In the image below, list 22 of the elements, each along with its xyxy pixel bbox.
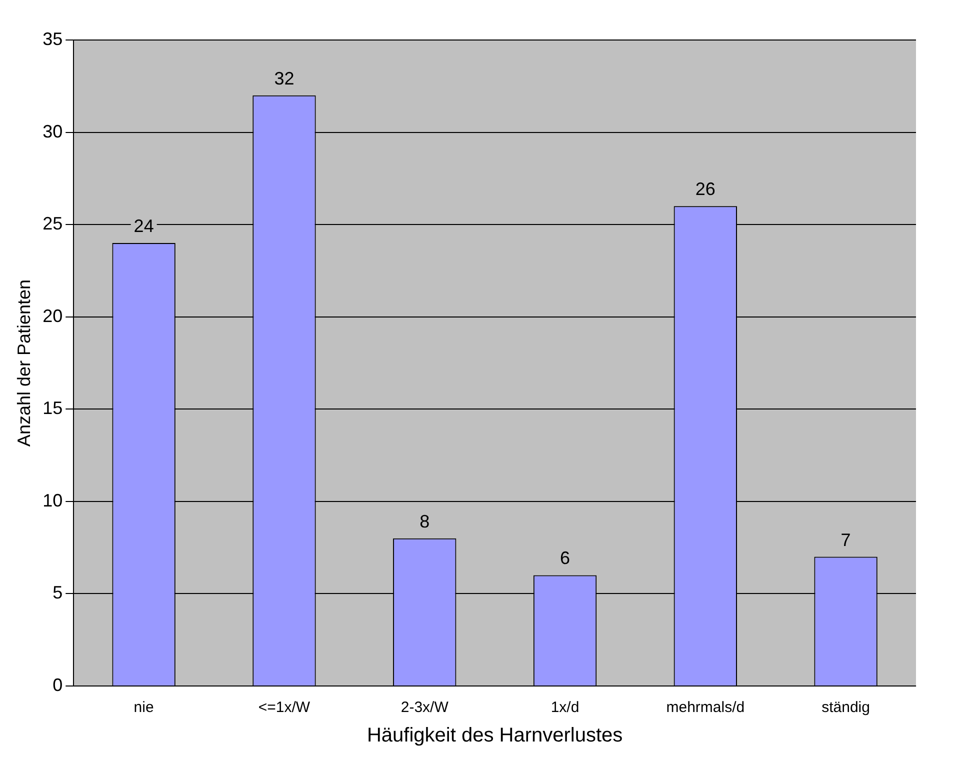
y-tick-label: 0 [52, 674, 63, 695]
data-label: 7 [840, 530, 851, 550]
x-tick-label: 1x/d [550, 699, 580, 716]
data-label: 8 [420, 511, 430, 532]
x-axis-title: Häufigkeit des Harnverlustes [366, 724, 623, 747]
data-label: 32 [274, 68, 294, 88]
data-label: 6 [560, 548, 570, 568]
y-axis-title: Anzahl der Patienten [14, 279, 34, 447]
x-tick-label: <=1x/W [258, 699, 311, 716]
y-tick-label: 20 [42, 306, 63, 326]
x-tick-label: nie [134, 699, 154, 716]
y-tick-label: 35 [42, 28, 63, 49]
x-tick-label: 2-3x/W [400, 699, 450, 716]
y-tick-label: 30 [42, 121, 63, 142]
y-tick-label: 15 [42, 398, 63, 418]
y-tick-label: 25 [42, 214, 63, 234]
x-tick-label: ständig [822, 699, 870, 716]
y-tick-label: 10 [42, 490, 63, 510]
data-label: 26 [695, 179, 716, 200]
x-tick-label: mehrmals/d [666, 699, 745, 716]
data-label: 24 [134, 216, 154, 236]
y-tick-label: 5 [52, 582, 63, 603]
